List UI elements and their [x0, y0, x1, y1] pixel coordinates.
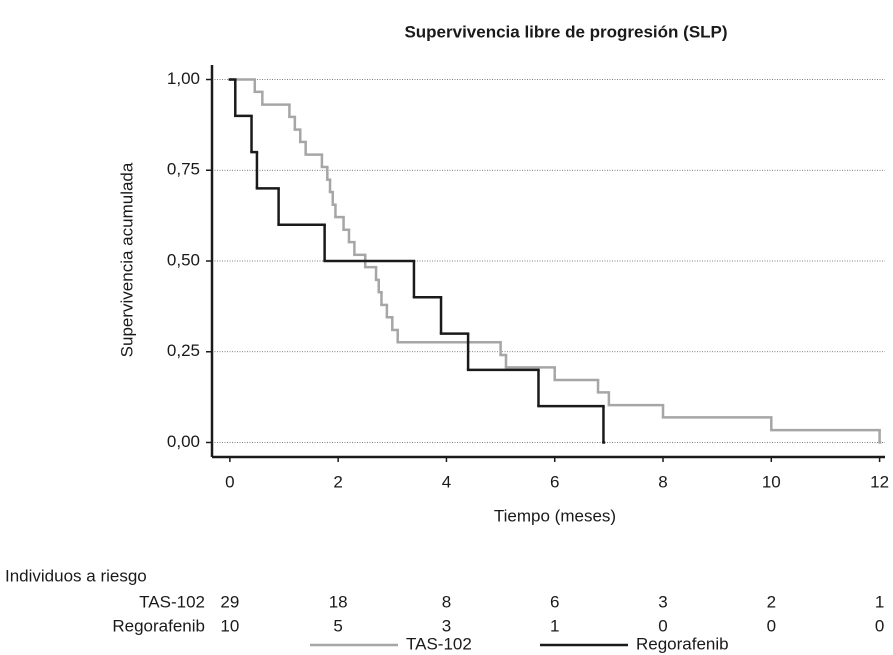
y-tick-label: 0,00	[167, 432, 200, 451]
risk-row-name: TAS-102	[139, 592, 205, 611]
risk-row-name: Regorafenib	[112, 616, 205, 635]
y-tick-label: 0,50	[167, 250, 200, 269]
x-axis-label: Tiempo (meses)	[494, 506, 616, 525]
x-tick-label: 12	[870, 472, 889, 491]
y-tick-label: 0,75	[167, 160, 200, 179]
risk-count: 8	[442, 592, 451, 611]
legend-label: Regorafenib	[636, 634, 729, 653]
risk-count: 2	[767, 592, 776, 611]
risk-table-title: Individuos a riesgo	[5, 566, 147, 585]
risk-count: 10	[220, 616, 239, 635]
y-tick-label: 1,00	[167, 69, 200, 88]
legend-label: TAS-102	[406, 634, 472, 653]
chart-title: Supervivencia libre de progresión (SLP)	[404, 22, 727, 41]
risk-count: 1	[550, 616, 559, 635]
x-tick-label: 6	[550, 472, 559, 491]
risk-count: 5	[333, 616, 342, 635]
x-tick-label: 4	[442, 472, 451, 491]
y-axis-label: Supervivencia acumulada	[117, 162, 136, 357]
risk-count: 1	[875, 592, 884, 611]
y-tick-label: 0,25	[167, 341, 200, 360]
risk-count: 6	[550, 592, 559, 611]
x-tick-label: 8	[658, 472, 667, 491]
risk-count: 0	[658, 616, 667, 635]
risk-count: 29	[220, 592, 239, 611]
x-tick-label: 2	[333, 472, 342, 491]
x-tick-label: 0	[225, 472, 234, 491]
risk-count: 0	[875, 616, 884, 635]
x-tick-label: 10	[762, 472, 781, 491]
risk-count: 0	[767, 616, 776, 635]
risk-count: 3	[442, 616, 451, 635]
risk-count: 18	[329, 592, 348, 611]
risk-count: 3	[658, 592, 667, 611]
